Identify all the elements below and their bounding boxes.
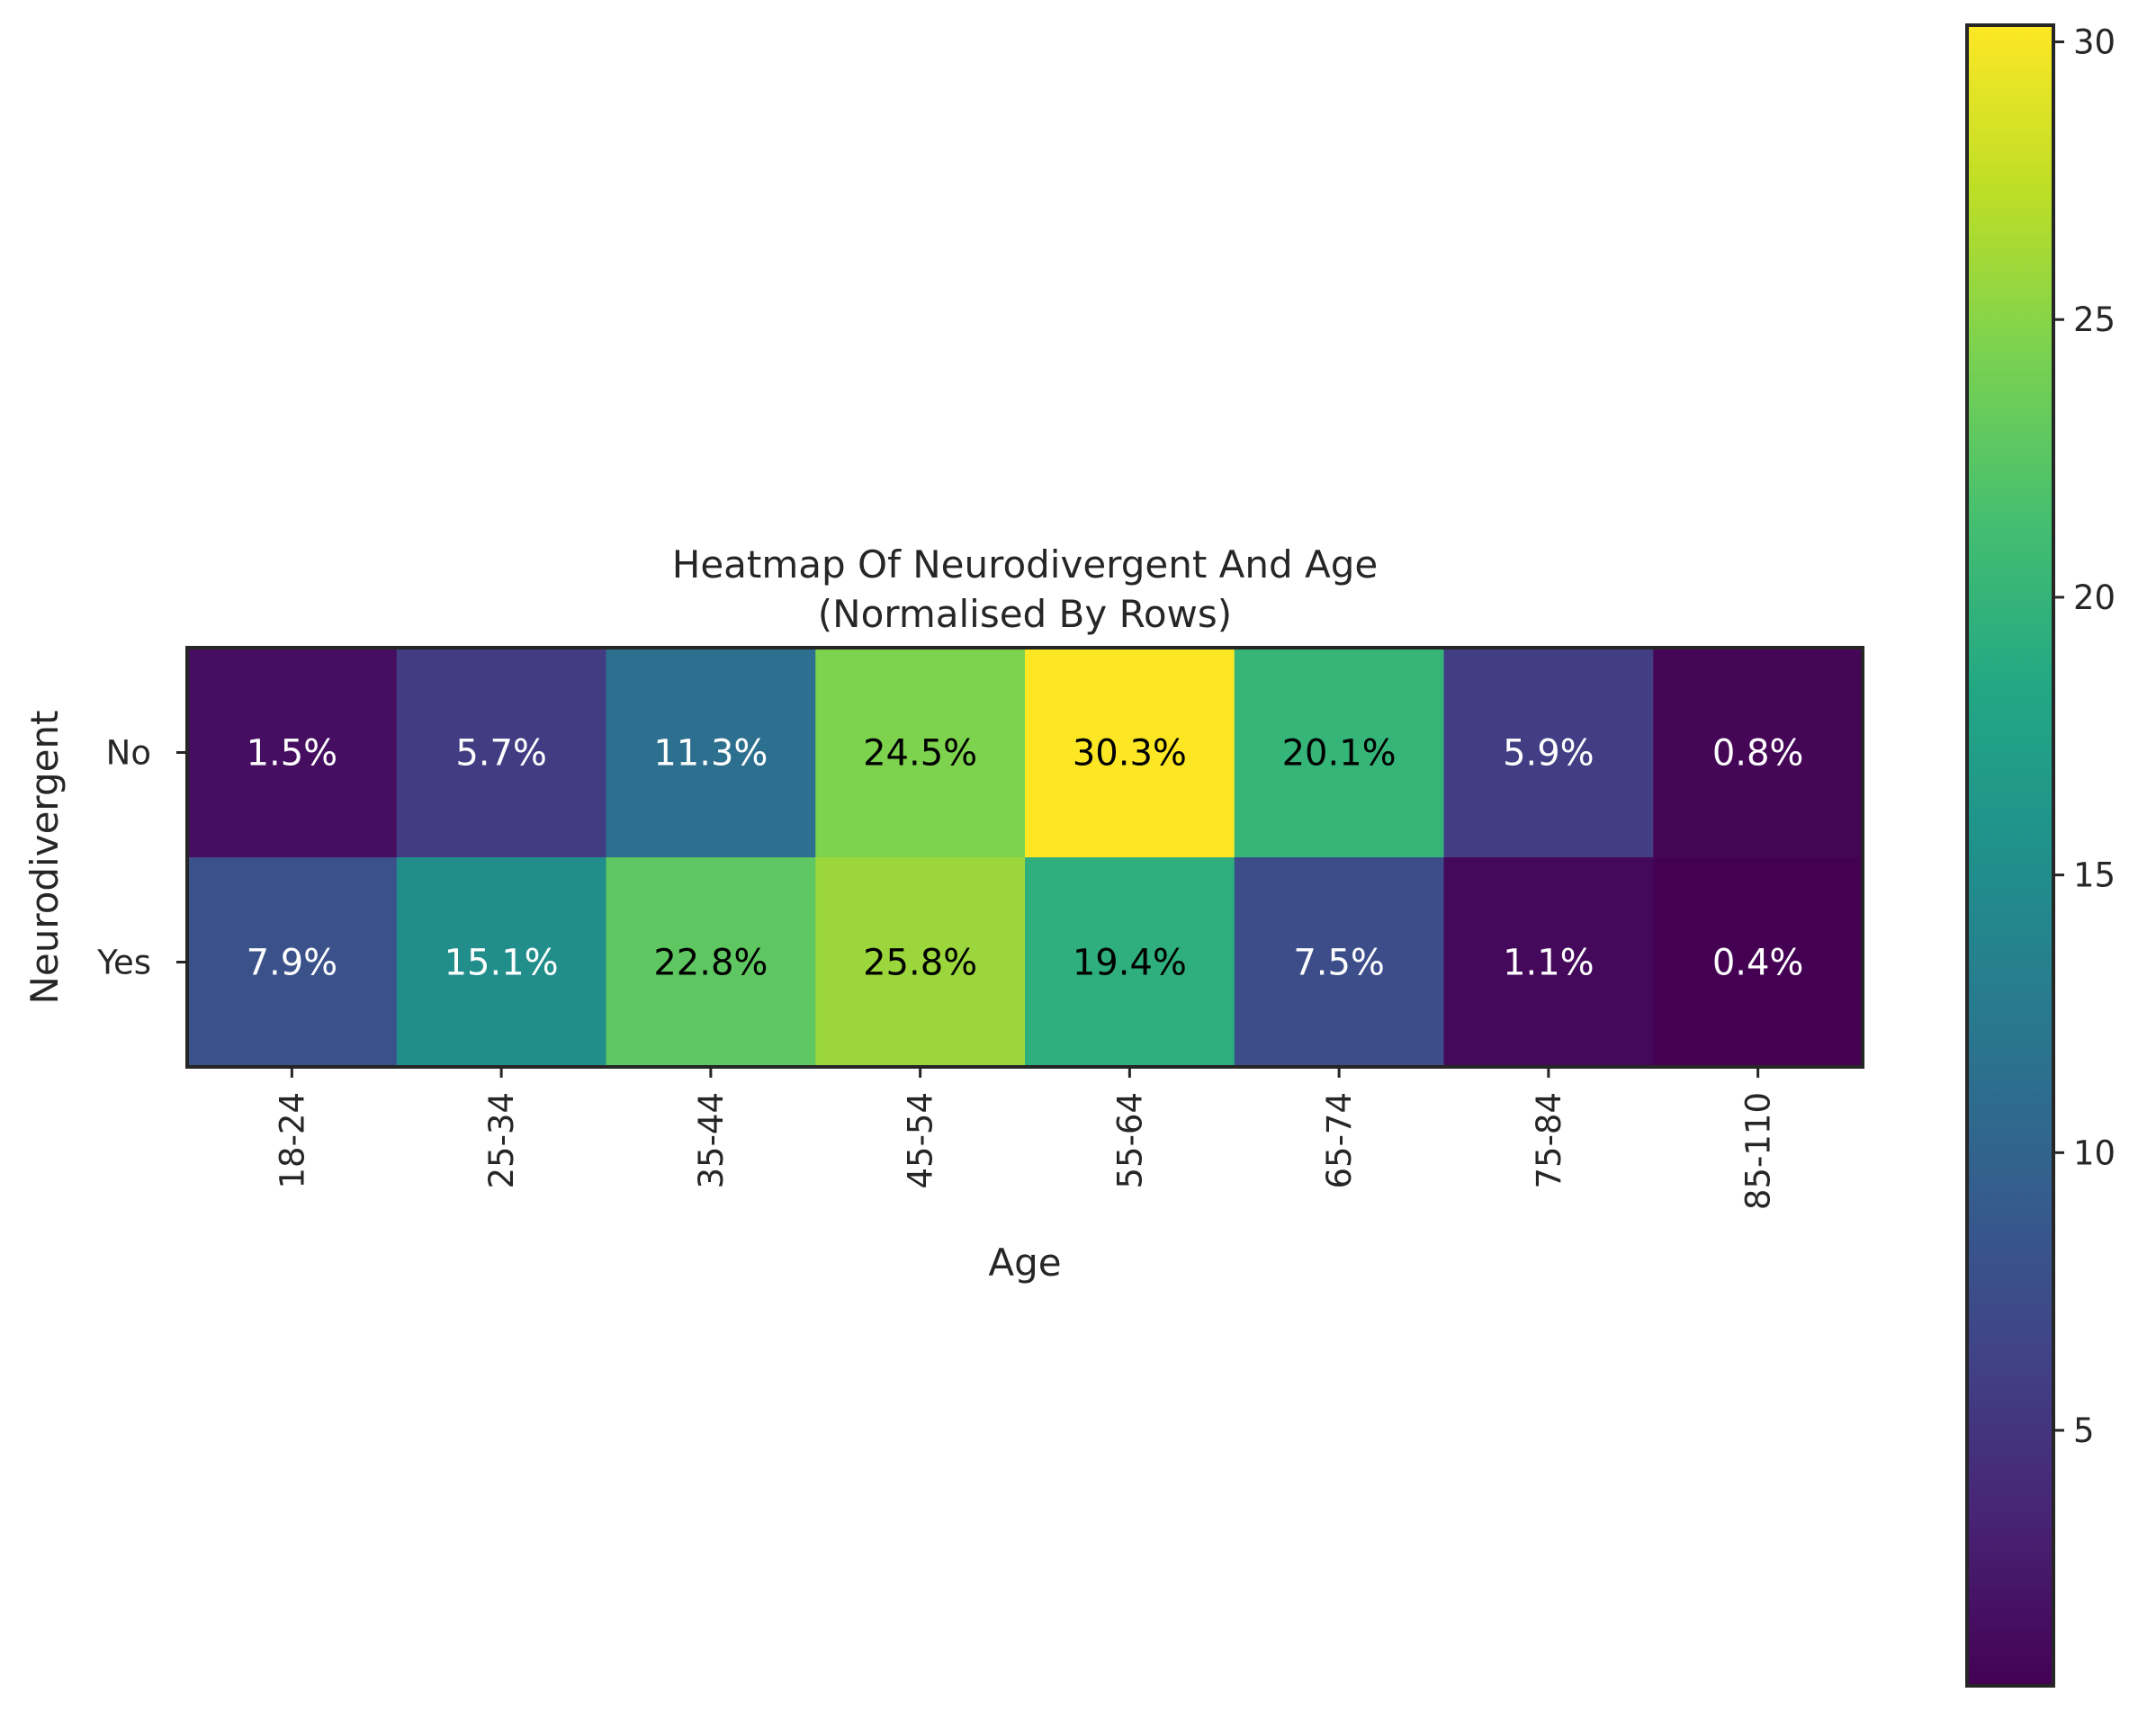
heatmap-cell-yes-55-64 bbox=[1025, 857, 1235, 1068]
colorbar-frame bbox=[1965, 23, 2055, 1688]
heatmap-cell-label: 5.7% bbox=[455, 733, 547, 775]
y-axis-label: Neurodivergent bbox=[22, 710, 67, 1004]
x-axis-ticks: 18-24 25-34 35-44 45-54 55-64 65-74 75-84 85-11… bbox=[273, 1067, 1778, 1210]
heatmap-cell-label: 20.1% bbox=[1282, 733, 1397, 775]
x-tick-label: 55-64 bbox=[1110, 1092, 1149, 1189]
heatmap-cell-yes-75-84 bbox=[1443, 857, 1654, 1068]
x-tick-label: 85-110 bbox=[1739, 1092, 1778, 1210]
heatmap-cell-yes-25-34 bbox=[396, 857, 606, 1068]
heatmap-cell-yes-18-24 bbox=[187, 857, 398, 1068]
heatmap-cell-label: 1.1% bbox=[1503, 943, 1595, 984]
heatmap-cell-label: 11.3% bbox=[653, 733, 768, 775]
colorbar-tick-label: 15 bbox=[2073, 856, 2116, 895]
colorbar-ticks: 5 10 15 20 25 30 bbox=[2053, 23, 2116, 1450]
chart-subtitle: (Normalised By Rows) bbox=[818, 592, 1232, 636]
heatmap-cell-no-65-74 bbox=[1234, 648, 1444, 858]
heatmap-cell-no-45-54 bbox=[815, 648, 1026, 858]
x-tick-label: 18-24 bbox=[273, 1092, 311, 1189]
heatmap-cell-yes-85-110 bbox=[1653, 857, 1864, 1068]
x-tick-label: 45-54 bbox=[902, 1092, 940, 1189]
x-tick-label: 35-44 bbox=[692, 1092, 731, 1189]
heatmap-cell-label: 7.5% bbox=[1293, 943, 1385, 984]
heatmap-cell-no-25-34 bbox=[396, 648, 606, 858]
heatmap-cell-label: 15.1% bbox=[445, 943, 559, 984]
heatmap-cell-label: 0.4% bbox=[1712, 943, 1804, 984]
heatmap-cell-labels: 1.5% 5.7% 11.3% 24.5% 30.3% 20.1% 5.9% 0.8% 7.9%… bbox=[247, 733, 1804, 984]
heatmap-cell-no-55-64 bbox=[1025, 648, 1235, 858]
heatmap-cell-yes-45-54 bbox=[815, 857, 1026, 1068]
colorbar: 5 10 15 20 25 30 bbox=[1965, 23, 2116, 1688]
colorbar-tick-label: 30 bbox=[2073, 23, 2116, 62]
colorbar-gradient bbox=[1967, 25, 2053, 1686]
colorbar-tick-label: 10 bbox=[2073, 1133, 2116, 1172]
heatmap-cell-label: 24.5% bbox=[863, 733, 977, 775]
heatmap-cell-yes-65-74 bbox=[1234, 857, 1444, 1068]
heatmap-cell-label: 25.8% bbox=[863, 943, 977, 984]
x-tick-label: 65-74 bbox=[1320, 1092, 1359, 1189]
colorbar-tick-label: 20 bbox=[2073, 578, 2116, 617]
heatmap-cell-label: 1.5% bbox=[247, 733, 338, 775]
heatmap-cell-label: 0.8% bbox=[1712, 733, 1804, 775]
heatmap-cell-label: 19.4% bbox=[1073, 943, 1187, 984]
x-tick-label: 25-34 bbox=[482, 1092, 521, 1189]
x-axis-label: Age bbox=[988, 1241, 1061, 1285]
heatmap-cell-label: 22.8% bbox=[653, 943, 768, 984]
heatmap-cell-yes-35-44 bbox=[606, 857, 816, 1068]
plot-frame bbox=[185, 646, 1864, 1069]
y-tick-label: Yes bbox=[96, 944, 151, 982]
colorbar-tick-label: 25 bbox=[2073, 300, 2116, 339]
chart-title: Heatmap Of Neurodivergent And Age bbox=[672, 542, 1379, 587]
heatmap-cell-label: 30.3% bbox=[1073, 733, 1187, 775]
heatmap-cell-no-85-110 bbox=[1653, 648, 1864, 858]
heatmap-cell-no-18-24 bbox=[187, 648, 398, 858]
heatmap-cell-no-75-84 bbox=[1443, 648, 1654, 858]
heatmap-cells bbox=[187, 648, 1864, 1068]
y-axis-ticks: No Yes bbox=[96, 734, 187, 982]
y-tick-label: No bbox=[106, 734, 151, 773]
heatmap-cell-label: 7.9% bbox=[247, 943, 338, 984]
x-tick-label: 75-84 bbox=[1530, 1092, 1568, 1189]
heatmap-cell-label: 5.9% bbox=[1503, 733, 1595, 775]
colorbar-tick-label: 5 bbox=[2073, 1411, 2095, 1450]
heatmap-cell-no-35-44 bbox=[606, 648, 816, 858]
